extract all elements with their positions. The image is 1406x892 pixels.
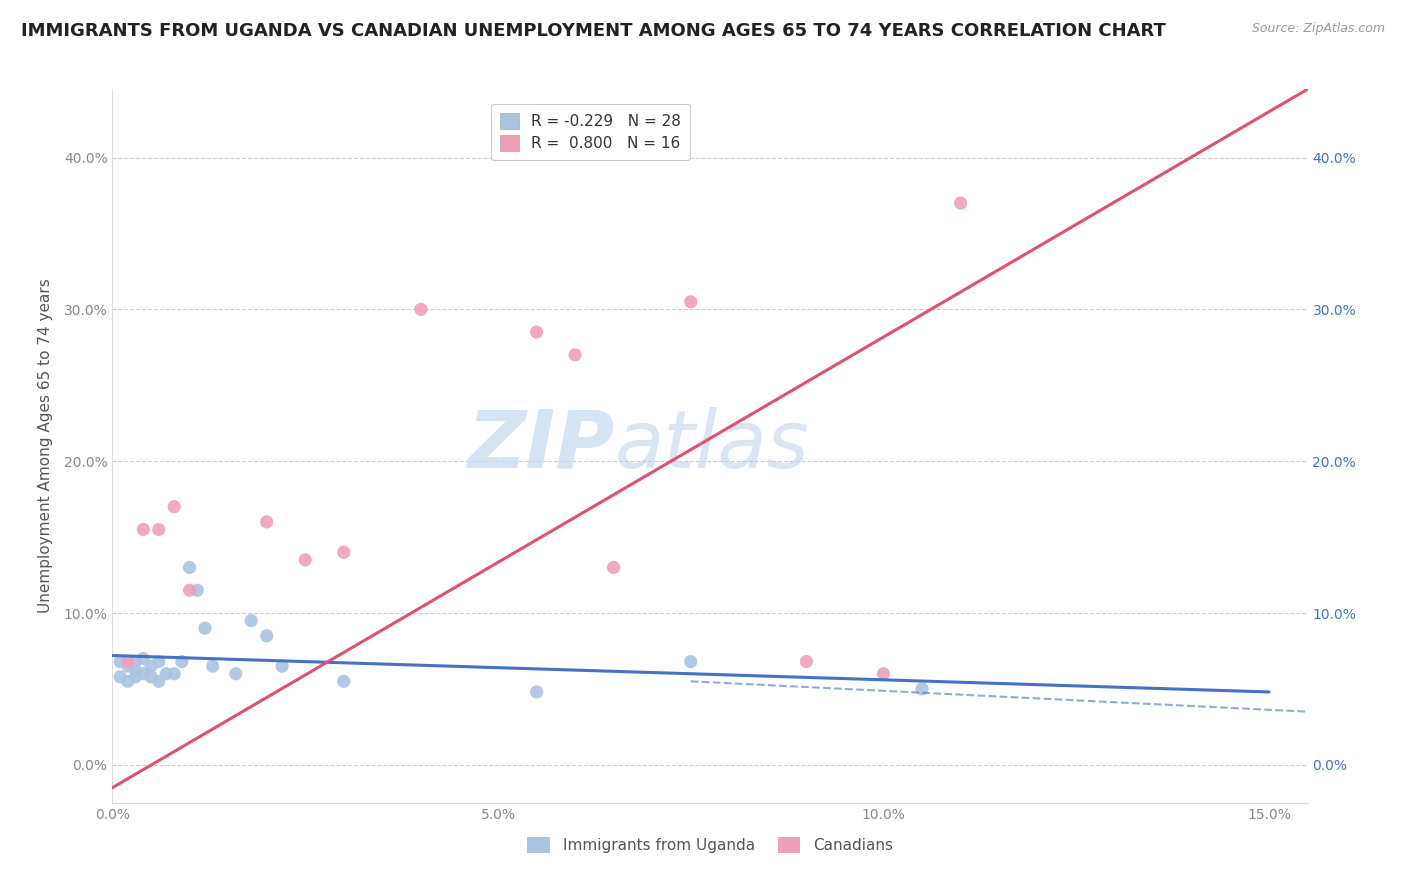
Point <box>117 659 139 673</box>
Legend: Immigrants from Uganda, Canadians: Immigrants from Uganda, Canadians <box>522 831 898 859</box>
Point <box>148 674 170 689</box>
Point <box>179 583 201 598</box>
Point <box>132 651 155 665</box>
Point <box>108 670 131 684</box>
Point <box>124 664 146 678</box>
Point <box>163 666 186 681</box>
Point <box>155 666 177 681</box>
Point <box>602 560 624 574</box>
Point <box>179 560 201 574</box>
Point <box>170 655 193 669</box>
Point <box>124 670 146 684</box>
Point <box>294 553 316 567</box>
Text: ZIP: ZIP <box>467 407 614 485</box>
Point <box>333 674 356 689</box>
Point <box>256 515 278 529</box>
Point <box>679 655 702 669</box>
Text: IMMIGRANTS FROM UGANDA VS CANADIAN UNEMPLOYMENT AMONG AGES 65 TO 74 YEARS CORREL: IMMIGRANTS FROM UGANDA VS CANADIAN UNEMP… <box>21 22 1166 40</box>
Point <box>333 545 356 559</box>
Point <box>796 655 818 669</box>
Point <box>526 685 548 699</box>
Point <box>949 196 972 211</box>
Point <box>225 666 247 681</box>
Point <box>186 583 208 598</box>
Point <box>124 655 146 669</box>
Point <box>139 670 162 684</box>
Point <box>132 523 155 537</box>
Point <box>526 325 548 339</box>
Text: atlas: atlas <box>614 407 810 485</box>
Point <box>108 655 131 669</box>
Point <box>679 294 702 309</box>
Point <box>409 302 432 317</box>
Point <box>194 621 217 635</box>
Point <box>148 655 170 669</box>
Text: Source: ZipAtlas.com: Source: ZipAtlas.com <box>1251 22 1385 36</box>
Point <box>117 674 139 689</box>
Point <box>139 659 162 673</box>
Point <box>872 666 894 681</box>
Point <box>163 500 186 514</box>
Point <box>148 523 170 537</box>
Y-axis label: Unemployment Among Ages 65 to 74 years: Unemployment Among Ages 65 to 74 years <box>38 278 52 614</box>
Point <box>271 659 294 673</box>
Point <box>117 655 139 669</box>
Point <box>911 681 934 696</box>
Point <box>256 629 278 643</box>
Point <box>240 614 263 628</box>
Point <box>201 659 224 673</box>
Point <box>564 348 586 362</box>
Point <box>132 666 155 681</box>
